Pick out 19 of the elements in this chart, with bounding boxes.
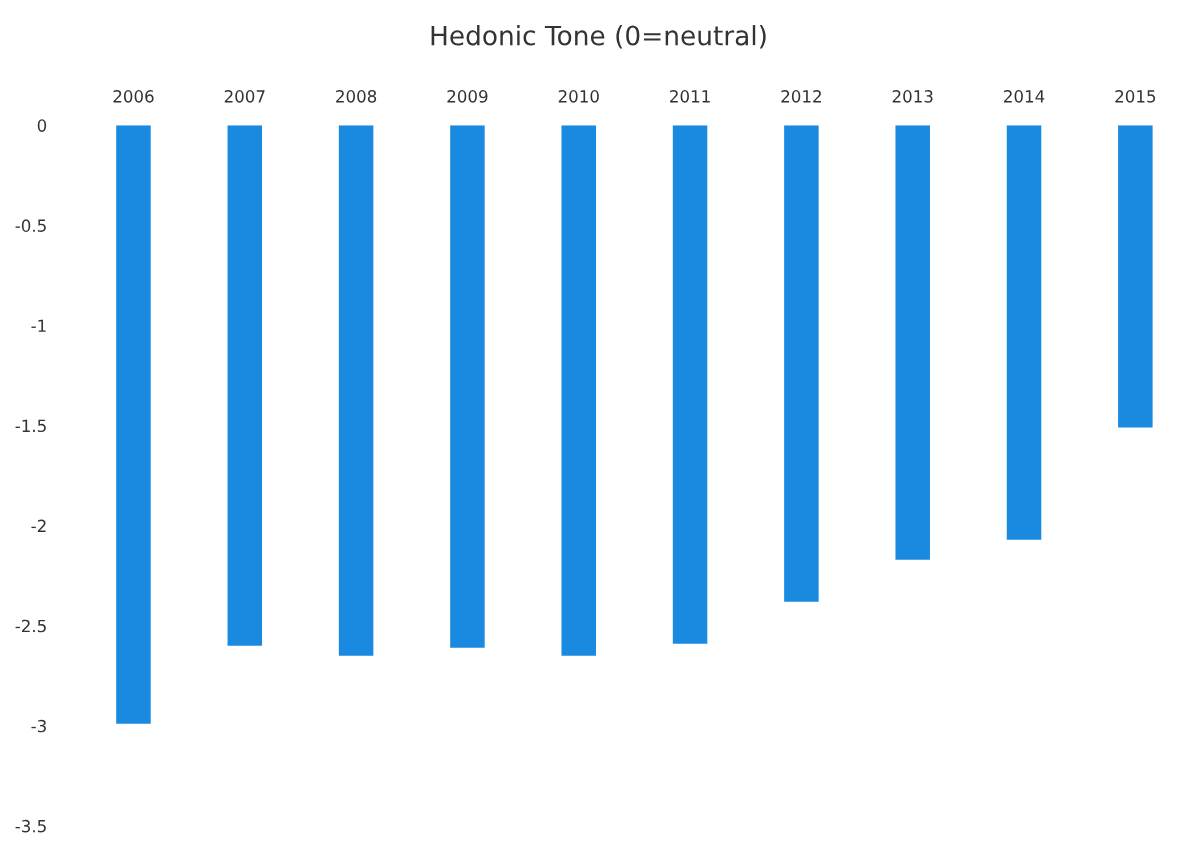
y-tick-label: -2.5 — [15, 619, 46, 633]
x-tick-label: 2014 — [1004, 90, 1045, 103]
x-tick-label: 2010 — [558, 90, 599, 103]
y-tick-label: 0 — [37, 119, 47, 132]
y-tick-label: -1.5 — [15, 419, 46, 433]
x-tick-label: 2013 — [892, 90, 933, 103]
y-tick-label: -2 — [31, 519, 46, 532]
x-tick-label: 2006 — [113, 90, 154, 103]
y-tick-label: -3.5 — [15, 819, 46, 833]
x-tick-label: 2008 — [336, 90, 377, 103]
x-tick-label: 2007 — [224, 90, 265, 103]
y-tick-label: -3 — [31, 719, 46, 733]
chart-title: Hedonic Tone (0=neutral) — [431, 25, 766, 49]
x-tick-label: 2015 — [1115, 90, 1156, 103]
x-tick-label: 2012 — [781, 90, 821, 103]
x-tick-label: 2009 — [447, 90, 488, 103]
y-tick-label: -1 — [31, 319, 46, 332]
x-tick-label: 2011 — [670, 90, 710, 103]
y-tick-label: -0.5 — [15, 219, 46, 232]
